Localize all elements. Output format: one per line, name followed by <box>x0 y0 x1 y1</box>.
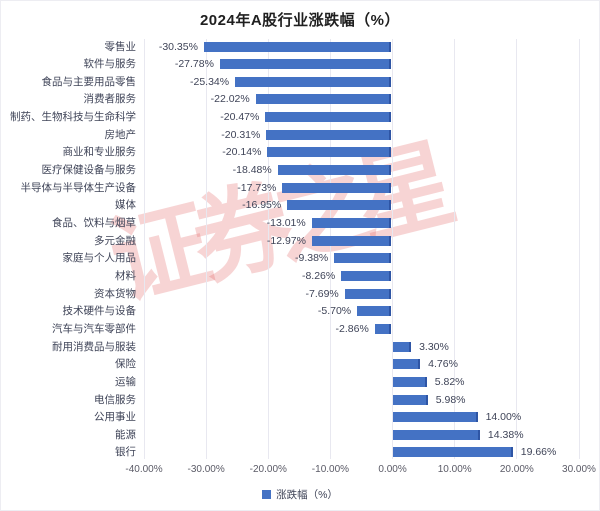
category-label: 家庭与个人用品 <box>62 252 137 265</box>
bar <box>392 341 412 352</box>
value-label: 4.76% <box>428 358 458 371</box>
category-label: 食品与主要用品零售 <box>41 75 137 88</box>
category-label: 资本货物 <box>94 287 136 300</box>
bar <box>267 147 391 158</box>
gridline <box>205 39 207 459</box>
category-label: 耐用消费品与服装 <box>52 340 136 353</box>
bar <box>357 306 391 317</box>
value-label: -12.97% <box>266 234 306 247</box>
x-axis-tick-label: -10.00% <box>311 464 350 475</box>
x-axis-tick-label: 20.00% <box>499 464 534 475</box>
value-label: 14.00% <box>485 411 522 424</box>
gridline <box>329 39 331 459</box>
bar <box>334 253 391 264</box>
x-axis-tick-label: 10.00% <box>437 464 472 475</box>
category-label: 医疗保健设备与服务 <box>41 164 137 177</box>
bar <box>219 59 391 70</box>
value-label: -2.86% <box>335 322 369 335</box>
value-label: -16.95% <box>242 199 282 212</box>
bar <box>392 429 480 440</box>
category-label: 半导体与半导体生产设备 <box>20 181 137 194</box>
value-label: -27.78% <box>174 58 214 71</box>
category-label: 制药、生物科技与生命科学 <box>10 111 136 124</box>
x-axis-tick-label: 0.00% <box>378 464 407 475</box>
chart-title: 2024年A股行业涨跌幅（%） <box>199 12 401 29</box>
value-label: -9.38% <box>295 252 329 265</box>
value-label: -17.73% <box>237 181 277 194</box>
legend-swatch-icon <box>262 490 272 499</box>
value-label: -7.69% <box>305 287 339 300</box>
bar <box>392 376 427 387</box>
category-label: 商业和专业服务 <box>62 146 137 159</box>
value-label: 5.98% <box>435 393 466 406</box>
category-label: 保险 <box>115 358 136 371</box>
value-label: -20.47% <box>220 111 260 124</box>
value-label: -13.01% <box>266 217 306 229</box>
category-label: 消费者服务 <box>83 93 137 106</box>
bar <box>392 412 478 423</box>
category-label: 技术硬件与设备 <box>62 305 137 318</box>
bar <box>265 112 391 123</box>
value-label: -20.31% <box>221 128 261 141</box>
value-label: -22.02% <box>210 93 250 106</box>
value-label: 5.82% <box>434 375 465 388</box>
x-axis-tick-label: -30.00% <box>187 464 225 475</box>
bar <box>203 41 391 52</box>
category-label: 媒体 <box>115 199 136 212</box>
x-axis-tick-label: -40.00% <box>125 464 163 475</box>
bar <box>392 447 513 458</box>
category-label: 能源 <box>115 428 136 441</box>
x-axis-tick-label: -20.00% <box>249 464 287 475</box>
legend-label: 涨跌幅（%） <box>276 489 338 501</box>
gridline <box>267 39 269 459</box>
category-label: 食品、饮料与烟草 <box>52 217 136 229</box>
gridline <box>454 39 456 459</box>
gridline <box>392 39 394 459</box>
category-label: 零售业 <box>104 40 137 53</box>
category-label: 电信服务 <box>94 393 136 406</box>
bar <box>282 182 391 193</box>
value-label: -30.35% <box>158 40 198 53</box>
gridline <box>143 39 145 459</box>
category-label: 房地产 <box>104 128 137 141</box>
gridline <box>578 39 580 459</box>
value-label: -20.14% <box>222 146 262 159</box>
category-label: 材料 <box>115 269 136 282</box>
bar <box>255 94 391 105</box>
bar <box>341 270 391 281</box>
bar <box>235 76 391 87</box>
x-axis-tick-label: 30.00% <box>562 464 596 475</box>
value-label: 19.66% <box>520 446 557 459</box>
bar <box>344 288 391 299</box>
bar <box>287 200 391 211</box>
category-label: 汽车与汽车零部件 <box>52 322 136 335</box>
bar <box>392 359 421 370</box>
value-label: -18.48% <box>232 164 272 177</box>
value-label: -8.26% <box>301 269 336 282</box>
gridline <box>516 39 518 459</box>
bar <box>266 129 391 140</box>
value-label: -5.70% <box>317 305 352 318</box>
category-label: 软件与服务 <box>83 58 137 71</box>
bar <box>277 165 391 176</box>
value-label: 14.38% <box>487 428 524 441</box>
legend: 涨跌幅（%） <box>1 487 599 502</box>
category-label: 多元金融 <box>94 234 136 247</box>
category-label: 公用事业 <box>94 411 136 424</box>
bar <box>311 235 391 246</box>
bar <box>374 323 391 334</box>
category-label: 银行 <box>115 446 136 459</box>
category-label: 运输 <box>115 375 136 388</box>
value-label: -25.34% <box>189 75 230 88</box>
bar <box>392 394 428 405</box>
value-label: 3.30% <box>419 340 449 353</box>
bar <box>311 218 391 228</box>
